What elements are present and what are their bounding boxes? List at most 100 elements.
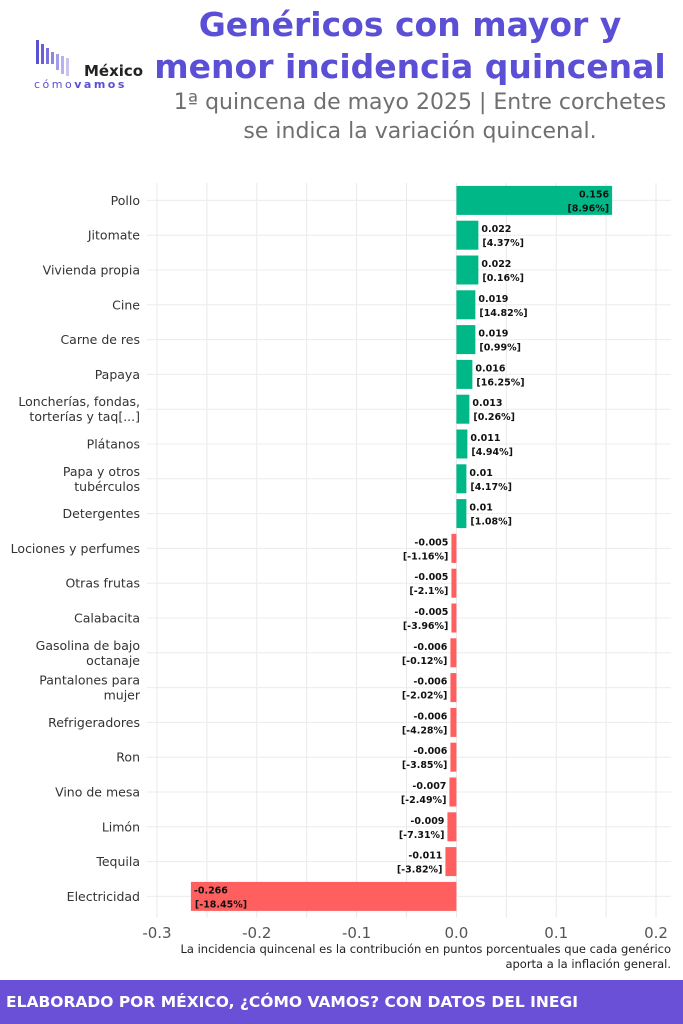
bar-18 xyxy=(449,777,457,807)
value-label: -0.005 xyxy=(414,572,448,583)
logo-word: México xyxy=(84,62,144,80)
category-label: Electricidad xyxy=(67,889,140,904)
category-label: Jitomate xyxy=(87,228,140,243)
category-label: Refrigeradores xyxy=(48,715,140,730)
category-label: Carne de res xyxy=(60,332,140,347)
bar-1 xyxy=(456,185,613,215)
bar-3 xyxy=(456,255,479,285)
bar-11 xyxy=(451,533,457,563)
variation-label: [-4.28%] xyxy=(402,725,448,736)
value-label: 0.022 xyxy=(481,259,511,270)
variation-label: [4.94%] xyxy=(471,447,513,458)
value-label: 0.013 xyxy=(472,398,502,409)
variation-label: [0.99%] xyxy=(479,343,521,354)
variation-label: [4.17%] xyxy=(470,482,512,493)
category-label: Calabacita xyxy=(74,611,140,626)
logo: México cómovamos xyxy=(34,38,152,91)
x-tick-label: 0.1 xyxy=(544,924,568,940)
value-label: -0.009 xyxy=(410,816,444,827)
value-label: -0.007 xyxy=(412,781,446,792)
bar-16 xyxy=(450,707,457,737)
variation-label: [14.82%] xyxy=(479,308,527,319)
x-tick-label: 0.2 xyxy=(644,924,668,940)
value-label: -0.005 xyxy=(414,607,448,618)
bar-15 xyxy=(450,673,457,703)
logo-subtitle: cómovamos xyxy=(34,78,127,91)
value-label: 0.022 xyxy=(481,224,511,235)
category-label: Limón xyxy=(102,819,140,834)
value-label: 0.019 xyxy=(478,329,508,340)
variation-label: [-1.16%] xyxy=(403,551,449,562)
footer-banner: ELABORADO POR MÉXICO, ¿CÓMO VAMOS? CON D… xyxy=(0,980,683,1024)
variation-label: [-7.31%] xyxy=(399,830,445,841)
category-label: torterías y taq[...] xyxy=(29,409,140,424)
variation-label: [-2.02%] xyxy=(402,691,448,702)
value-label: -0.266 xyxy=(194,885,228,896)
value-label: 0.016 xyxy=(475,363,505,374)
category-label: Otras frutas xyxy=(65,576,140,591)
category-label: Loncherías, fondas, xyxy=(18,394,140,409)
bar-8 xyxy=(456,429,468,459)
category-label: Detergentes xyxy=(63,506,140,521)
value-label: -0.005 xyxy=(414,537,448,548)
value-label: 0.01 xyxy=(469,503,492,514)
x-tick-label: -0.2 xyxy=(242,924,271,940)
category-label: Gasolina de bajo xyxy=(36,638,140,653)
value-label: -0.006 xyxy=(413,677,447,688)
chart-subtitle: 1ª quincena de mayo 2025 | Entre corchet… xyxy=(173,90,667,144)
variation-label: [4.37%] xyxy=(482,238,524,249)
x-tick-label: 0.0 xyxy=(444,924,468,940)
category-label: octanaje xyxy=(86,653,140,668)
category-label: tubérculos xyxy=(74,479,140,494)
bar-6 xyxy=(456,359,473,389)
category-label: mujer xyxy=(104,688,141,703)
bar-5 xyxy=(456,325,476,355)
category-label: Pantalones para xyxy=(39,673,140,688)
bar-14 xyxy=(450,638,457,668)
category-label: Vino de mesa xyxy=(55,785,140,800)
variation-label: [-3.96%] xyxy=(403,621,449,632)
category-label: Lociones y perfumes xyxy=(11,541,140,556)
bar-9 xyxy=(456,464,467,494)
value-label: 0.019 xyxy=(478,294,508,305)
logo-sub-prefix: cómo xyxy=(34,78,75,91)
bar-4 xyxy=(456,290,476,320)
bar-19 xyxy=(447,812,457,842)
category-label: Ron xyxy=(116,750,140,765)
value-label: 0.156 xyxy=(579,189,609,200)
bar-12 xyxy=(451,568,457,598)
variation-label: [16.25%] xyxy=(476,377,524,388)
variation-label: [-3.82%] xyxy=(397,865,443,876)
category-label: Papaya xyxy=(95,367,140,382)
x-tick-label: -0.3 xyxy=(142,924,171,940)
logo-sub-bold: vamos xyxy=(74,78,127,91)
bar-17 xyxy=(450,742,457,772)
category-label: Cine xyxy=(112,297,140,312)
variation-label: [-2.1%] xyxy=(409,586,448,597)
bar-21 xyxy=(190,881,457,911)
variation-label: [0.16%] xyxy=(482,273,524,284)
bar-20 xyxy=(445,847,457,877)
value-label: -0.006 xyxy=(413,642,447,653)
variation-label: [1.08%] xyxy=(470,517,512,528)
value-label: -0.011 xyxy=(408,851,442,862)
chart-note: La incidencia quincenal es la contribuci… xyxy=(180,942,672,971)
variation-label: [-2.49%] xyxy=(401,795,447,806)
value-label: -0.006 xyxy=(413,711,447,722)
category-label: Plátanos xyxy=(87,437,140,452)
value-label: 0.011 xyxy=(470,433,500,444)
logo-bars-icon xyxy=(36,40,69,76)
variation-label: [8.96%] xyxy=(567,203,609,214)
category-label: Tequila xyxy=(95,854,140,869)
bar-7 xyxy=(456,394,470,424)
bar-2 xyxy=(456,220,479,250)
category-label: Papa y otros xyxy=(63,464,140,479)
chart-title: Genéricos con mayor y menor incidencia q… xyxy=(154,5,666,86)
bar-chart: Pollo 0.156 [8.96%] Jitomate 0.022 [4.37%] Viv… xyxy=(11,183,671,940)
category-label: Pollo xyxy=(111,193,140,208)
variation-label: [-3.85%] xyxy=(402,760,448,771)
bar-10 xyxy=(456,499,467,529)
bar-13 xyxy=(451,603,457,633)
variation-label: [-0.12%] xyxy=(402,656,448,667)
category-label: Vivienda propia xyxy=(43,263,140,278)
